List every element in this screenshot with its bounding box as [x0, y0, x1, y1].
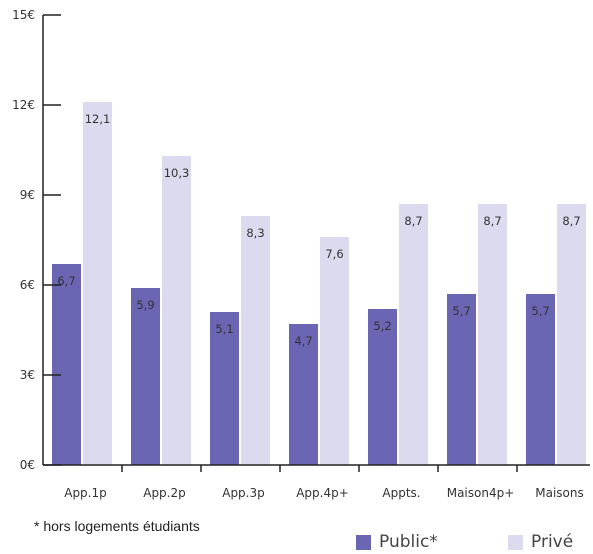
bar-prive	[478, 204, 507, 465]
data-label: 5,9	[136, 298, 154, 312]
x-tick-label: Appts.	[382, 486, 420, 500]
bar-public	[52, 264, 81, 465]
legend-item-public: Public*	[356, 532, 438, 552]
y-tick-label: 0€	[20, 458, 35, 472]
data-label: 6,7	[57, 274, 75, 288]
y-tick-label: 6€	[20, 278, 35, 292]
x-axis-ticks: App.1p App.2p App.3p App.4p+ Appts. Maison4p+…	[64, 465, 584, 500]
data-label: 5,7	[452, 304, 470, 318]
y-tick-label: 3€	[20, 368, 35, 382]
bar-prive	[162, 156, 191, 465]
bar-prive	[320, 237, 349, 465]
data-label: 8,7	[483, 214, 501, 228]
x-tick-label: App.2p	[143, 486, 186, 500]
bar-prive	[241, 216, 270, 465]
x-tick-label: App.3p	[222, 486, 265, 500]
x-tick-label: App.4p+	[296, 486, 349, 500]
y-tick-label: 12€	[12, 98, 35, 112]
x-tick-label: Maison4p+	[447, 486, 515, 500]
bar-prive	[557, 204, 586, 465]
bar-prive	[399, 204, 428, 465]
data-label: 8,3	[246, 226, 264, 240]
legend-item-prive: Privé	[508, 532, 573, 552]
x-tick-label: App.1p	[64, 486, 107, 500]
data-label: 12,1	[85, 112, 111, 126]
data-label: 8,7	[562, 214, 580, 228]
legend-swatch-prive	[508, 534, 523, 550]
data-label: 5,7	[531, 304, 549, 318]
legend-label-public: Public*	[379, 532, 438, 552]
value-labels-group: 6,7 12,1 5,9 10,3 5,1 8,3 4,7 7,6 5,2 8,7 5,7 8,7 5,…	[57, 112, 580, 348]
bar-public	[447, 294, 476, 465]
bar-prive	[83, 102, 112, 465]
bar-public	[526, 294, 555, 465]
bar-public	[289, 324, 318, 465]
y-tick-label: 15€	[12, 8, 35, 22]
data-label: 8,7	[404, 214, 422, 228]
legend-label-prive: Privé	[531, 532, 574, 552]
y-axis-ticks: 0€ 3€ 6€ 9€ 12€ 15€	[12, 8, 61, 472]
bar-public	[210, 312, 239, 465]
bar-public	[368, 309, 397, 465]
data-label: 4,7	[294, 334, 312, 348]
footnote: * hors logements étudiants	[34, 518, 200, 534]
x-tick-label: Maisons	[535, 486, 584, 500]
data-label: 7,6	[325, 247, 343, 261]
data-label: 5,1	[215, 322, 233, 336]
y-tick-label: 9€	[20, 188, 35, 202]
legend-swatch-public	[356, 534, 371, 550]
data-label: 5,2	[373, 319, 391, 333]
bar-public	[131, 288, 160, 465]
data-label: 10,3	[164, 166, 190, 180]
bars-group	[52, 102, 586, 465]
